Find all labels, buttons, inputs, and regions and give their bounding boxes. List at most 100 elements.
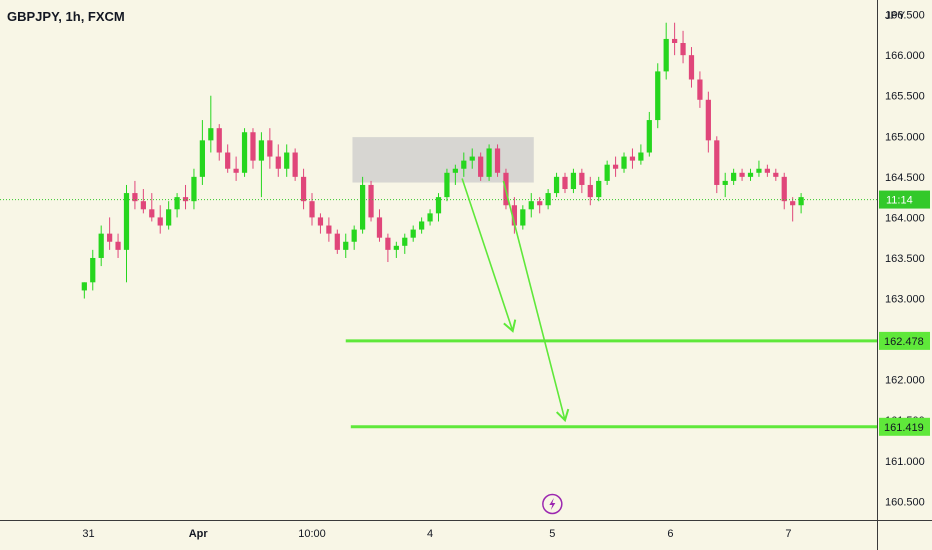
candle[interactable] [334, 233, 340, 250]
candle[interactable] [494, 148, 501, 173]
candle[interactable] [90, 257, 96, 283]
candle[interactable] [773, 172, 779, 177]
candle[interactable] [98, 233, 104, 258]
candle[interactable] [570, 172, 577, 190]
candle[interactable] [714, 140, 720, 185]
candle[interactable] [478, 156, 484, 177]
candle[interactable] [520, 209, 526, 226]
candle[interactable] [123, 193, 130, 250]
level-price-badge [879, 331, 930, 350]
candle[interactable] [309, 201, 315, 218]
candle[interactable] [343, 241, 349, 250]
candle[interactable] [351, 229, 357, 242]
x-tick-label: 6 [667, 528, 673, 540]
candle[interactable] [174, 197, 180, 210]
candle[interactable] [587, 184, 593, 198]
candle[interactable] [132, 193, 138, 202]
candle[interactable] [537, 201, 543, 206]
candle[interactable] [182, 197, 189, 202]
candle[interactable] [655, 71, 661, 121]
candle[interactable] [680, 42, 686, 56]
candle[interactable] [756, 168, 762, 173]
candle[interactable] [469, 156, 475, 161]
candle[interactable] [579, 172, 585, 185]
candle[interactable] [688, 55, 695, 80]
y-tick-label: 163.500 [885, 253, 925, 265]
y-tick-label: 165.500 [885, 91, 925, 103]
projection-arrow[interactable] [502, 180, 570, 423]
candle[interactable] [798, 197, 804, 206]
candle[interactable] [326, 225, 332, 234]
candle[interactable] [300, 176, 307, 202]
candle[interactable] [393, 245, 399, 250]
candle[interactable] [115, 241, 121, 250]
y-tick-label: 164.500 [885, 172, 925, 184]
candle[interactable] [427, 213, 433, 222]
projection-arrow[interactable] [461, 178, 517, 333]
candle[interactable] [444, 172, 450, 198]
candle[interactable] [646, 120, 652, 153]
level-price-label: 161.419 [884, 422, 924, 434]
candle[interactable] [553, 176, 560, 194]
candle[interactable] [731, 172, 737, 181]
candle[interactable] [419, 221, 425, 230]
candle[interactable] [629, 156, 636, 161]
candle[interactable] [697, 79, 703, 100]
candle[interactable] [781, 176, 787, 202]
candle[interactable] [562, 176, 568, 190]
candle[interactable] [604, 164, 610, 181]
candle[interactable] [191, 176, 197, 202]
candle[interactable] [672, 38, 678, 43]
y-tick-label: 166.500 [885, 10, 925, 22]
candle[interactable] [166, 209, 172, 226]
candle[interactable] [107, 233, 113, 242]
candle[interactable] [317, 217, 324, 226]
candle[interactable] [267, 140, 273, 157]
candle[interactable] [250, 132, 256, 161]
candle[interactable] [452, 168, 458, 173]
lightning-icon[interactable] [542, 493, 563, 515]
candle[interactable] [511, 205, 518, 226]
candle[interactable] [241, 132, 248, 173]
candle[interactable] [528, 201, 534, 210]
candle[interactable] [368, 184, 374, 218]
candle[interactable] [225, 152, 231, 169]
candle[interactable] [233, 168, 239, 173]
candle[interactable] [359, 184, 366, 230]
candle[interactable] [545, 193, 551, 206]
candle[interactable] [764, 168, 770, 173]
candle[interactable] [157, 217, 163, 226]
candle[interactable] [208, 128, 214, 141]
y-axis-unit-label: JPY [885, 10, 906, 22]
candle[interactable] [621, 156, 627, 169]
candle[interactable] [140, 201, 146, 210]
candle[interactable] [790, 201, 796, 206]
x-tick-label: 5 [549, 528, 555, 540]
candle[interactable] [410, 229, 416, 238]
candle[interactable] [81, 282, 87, 291]
candle[interactable] [402, 237, 408, 246]
candle[interactable] [596, 180, 602, 198]
candle[interactable] [435, 197, 442, 214]
candle[interactable] [385, 237, 391, 250]
candle[interactable] [663, 38, 669, 72]
candle[interactable] [149, 209, 155, 218]
candle[interactable] [739, 172, 745, 177]
candle[interactable] [292, 152, 298, 177]
candle[interactable] [376, 217, 383, 238]
candle[interactable] [638, 152, 644, 161]
candle[interactable] [747, 172, 754, 177]
candle[interactable] [461, 160, 467, 169]
candle[interactable] [275, 156, 281, 169]
candle[interactable] [705, 99, 711, 141]
candle[interactable] [284, 152, 290, 169]
candle[interactable] [486, 148, 492, 177]
candle[interactable] [216, 128, 222, 153]
candle[interactable] [199, 140, 205, 177]
candle[interactable] [258, 140, 265, 161]
candle[interactable] [612, 164, 619, 169]
x-tick-label: 7 [785, 528, 791, 540]
candle[interactable] [722, 180, 728, 185]
